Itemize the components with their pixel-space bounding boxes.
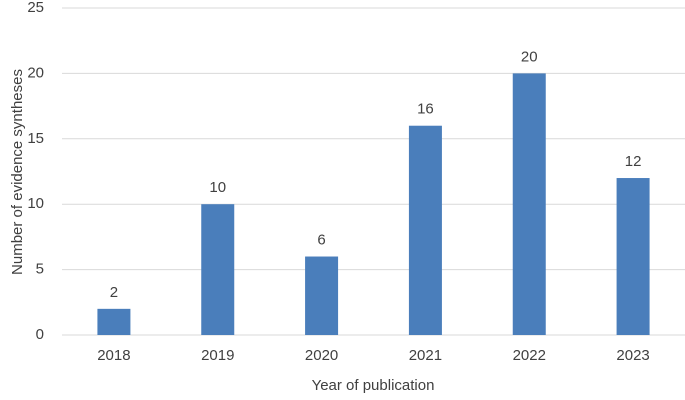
y-tick-label: 25 — [27, 0, 44, 16]
x-tick-label: 2021 — [409, 347, 442, 364]
x-tick-label: 2018 — [97, 347, 130, 364]
data-label: 10 — [209, 179, 226, 196]
x-tick-label: 2019 — [201, 347, 234, 364]
data-label: 12 — [625, 153, 642, 170]
y-tick-label: 20 — [27, 64, 44, 81]
data-label: 2 — [110, 284, 118, 301]
x-axis-label: Year of publication — [312, 377, 435, 394]
bar — [408, 125, 442, 335]
bar — [97, 308, 131, 335]
y-tick-label: 0 — [36, 326, 44, 343]
x-tick-label: 2020 — [305, 347, 338, 364]
y-tick-label: 15 — [27, 130, 44, 147]
x-tick-label: 2022 — [513, 347, 546, 364]
y-axis-label: Number of evidence syntheses — [9, 69, 26, 275]
bar — [201, 204, 235, 335]
bar — [305, 256, 339, 335]
y-tick-label: 5 — [36, 261, 44, 278]
x-tick-label: 2023 — [616, 347, 649, 364]
data-label: 20 — [521, 48, 538, 65]
y-tick-label: 10 — [27, 195, 44, 212]
data-label: 6 — [317, 231, 325, 248]
bar — [512, 73, 546, 336]
bar — [616, 178, 650, 335]
data-label: 16 — [417, 101, 434, 118]
